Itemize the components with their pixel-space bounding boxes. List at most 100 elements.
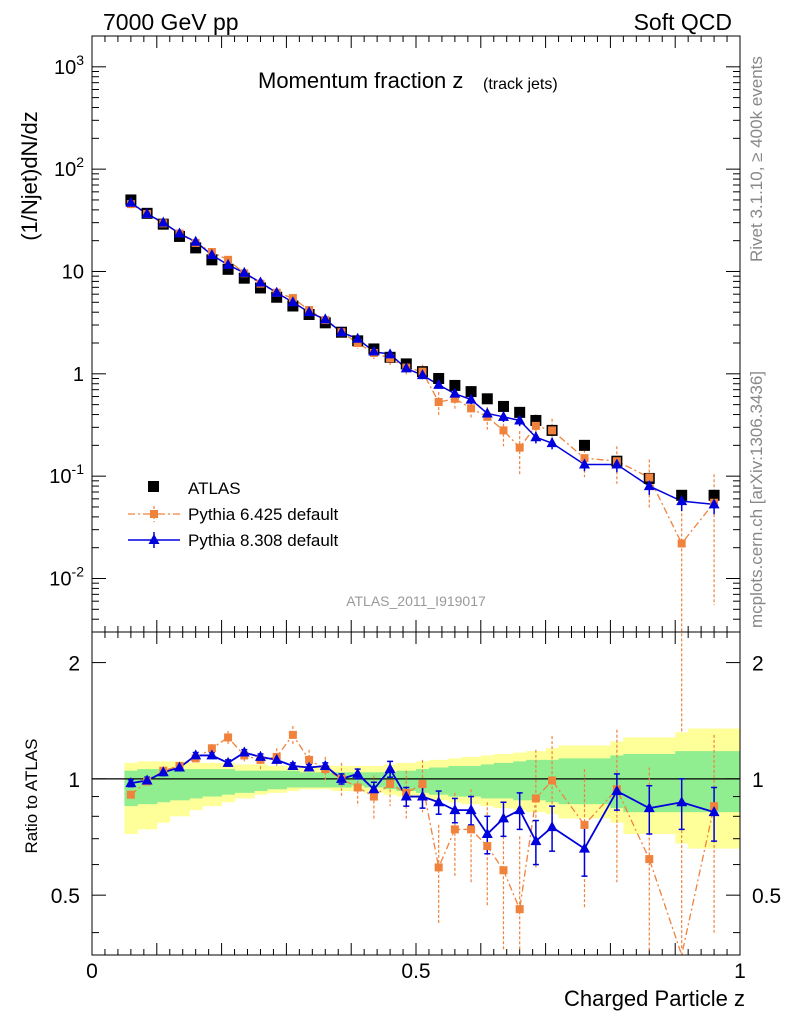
uncertainty-band-inner — [266, 770, 287, 790]
data-point-pythia8 — [125, 196, 137, 207]
data-point-pythia8 — [416, 369, 428, 380]
data-point-pythia6 — [645, 473, 654, 482]
data-point-pythia6 — [531, 421, 540, 430]
ratio-point-pythia6 — [499, 866, 508, 875]
ratio-point-pythia8 — [530, 835, 542, 846]
x-tick-label: 1 — [734, 960, 746, 983]
ratio-point-pythia6 — [288, 730, 297, 739]
ratio-point-pythia8 — [465, 804, 477, 815]
data-point-pythia8 — [578, 458, 590, 469]
data-point-pythia6 — [450, 394, 459, 403]
y-tick-label: 102 — [54, 154, 84, 181]
ratio-point-pythia8 — [173, 761, 185, 772]
ratio-y-tick-label: 1 — [68, 769, 80, 792]
ratio-point-pythia6 — [710, 802, 719, 811]
ratio-y-tick-label-right: 2 — [752, 653, 764, 676]
legend-marker-pythia6 — [150, 510, 158, 518]
y-tick-exponent: -1 — [72, 461, 85, 477]
ratio-point-pythia6 — [434, 863, 443, 872]
data-point-atlas — [190, 242, 202, 254]
data-point-pythia8 — [173, 227, 185, 238]
data-point-pythia6 — [515, 443, 524, 452]
ratio-point-pythia8 — [141, 774, 153, 785]
data-point-pythia8 — [530, 431, 542, 442]
ratio-point-pythia8 — [319, 759, 331, 770]
ratio-point-pythia8 — [190, 749, 202, 760]
data-point-atlas — [465, 386, 477, 398]
data-point-pythia8 — [514, 414, 526, 425]
ratio-point-pythia6 — [418, 779, 427, 788]
data-point-atlas — [514, 406, 526, 418]
data-point-pythia6 — [499, 426, 508, 435]
ratio-point-pythia8 — [206, 749, 218, 760]
ratio-point-pythia8 — [578, 842, 590, 853]
series-line-pythia8 — [130, 202, 715, 506]
ratio-y-tick-label: 2 — [68, 653, 80, 676]
ratio-point-pythia8 — [125, 777, 137, 788]
ratio-point-pythia8 — [384, 763, 396, 774]
data-point-pythia8 — [368, 345, 380, 356]
legend: ATLAS Pythia 6.425 default Pythia 8.308 … — [128, 479, 339, 550]
uncertainty-band-inner — [169, 769, 190, 801]
legend-label-pythia6: Pythia 6.425 default — [188, 505, 339, 524]
ratio-point-pythia8 — [287, 759, 299, 770]
y-tick-label: 10 — [62, 261, 84, 283]
ratio-point-pythia8 — [708, 806, 720, 817]
uncertainty-band-inner — [234, 770, 255, 793]
ratio-point-pythia6 — [207, 744, 216, 753]
data-point-pythia8 — [271, 286, 283, 297]
data-point-pythia8 — [384, 348, 396, 359]
ratio-point-pythia8 — [514, 804, 526, 815]
ratio-point-pythia6 — [369, 792, 378, 801]
data-point-pythia8 — [141, 207, 153, 218]
data-point-pythia8 — [319, 313, 331, 324]
data-point-pythia8 — [206, 248, 218, 259]
data-point-pythia8 — [303, 306, 315, 317]
ratio-point-pythia6 — [645, 855, 654, 864]
main-panel: 10-2 10-1 1 10 102 103 — [49, 35, 741, 784]
uncertainty-band-inner — [480, 764, 495, 799]
uncertainty-band-inner — [137, 769, 158, 805]
header-left: 7000 GeV pp — [103, 9, 239, 35]
ratio-point-pythia8 — [303, 761, 315, 772]
data-point-atlas — [530, 414, 542, 426]
data-point-pythia8 — [238, 266, 250, 277]
data-point-pythia8 — [465, 393, 477, 404]
ratio-point-pythia8 — [368, 783, 380, 794]
ratio-point-pythia8 — [433, 796, 445, 807]
y-tick-exponent: 2 — [76, 154, 84, 170]
y-tick-label: 10-1 — [49, 461, 84, 488]
ratio-point-pythia8 — [400, 790, 412, 801]
data-point-atlas — [433, 372, 445, 384]
data-point-pythia8 — [611, 458, 623, 469]
ratio-point-pythia6 — [548, 776, 557, 785]
source-label: mcplots.cern.ch [arXiv:1306.3436] — [747, 371, 766, 628]
uncertainty-band-inner — [448, 765, 462, 797]
ratio-y-tick-label: 0.5 — [51, 885, 80, 908]
data-point-pythia8 — [497, 410, 509, 421]
ratio-point-pythia6 — [386, 779, 395, 788]
data-point-pythia8 — [676, 495, 688, 506]
analysis-tag: ATLAS_2011_I919017 — [346, 593, 486, 609]
ratio-point-pythia8 — [352, 767, 364, 778]
header-right: Soft QCD — [634, 9, 732, 35]
ratio-point-pythia8 — [271, 753, 283, 764]
ratio-point-pythia8 — [497, 812, 509, 823]
uncertainty-band-inner — [493, 762, 514, 799]
data-point-pythia6 — [434, 398, 443, 407]
uncertainty-band-inner — [124, 770, 138, 807]
data-point-pythia8 — [287, 296, 299, 307]
ratio-point-pythia8 — [222, 756, 234, 767]
ratio-point-pythia6 — [483, 842, 492, 851]
ratio-point-pythia8 — [335, 772, 347, 783]
ratio-y-tick-label-right: 0.5 — [752, 885, 781, 908]
legend-label-pythia8: Pythia 8.308 default — [188, 531, 339, 550]
ratio-y-tick-label-right: 1 — [752, 769, 764, 792]
ratio-point-pythia8 — [416, 790, 428, 801]
data-point-pythia8 — [222, 258, 234, 269]
ratio-point-pythia6 — [450, 825, 459, 834]
uncertainty-band-inner — [189, 769, 203, 799]
data-point-pythia6 — [467, 404, 476, 413]
data-point-pythia8 — [546, 437, 558, 448]
uncertainty-band-inner — [428, 767, 449, 795]
